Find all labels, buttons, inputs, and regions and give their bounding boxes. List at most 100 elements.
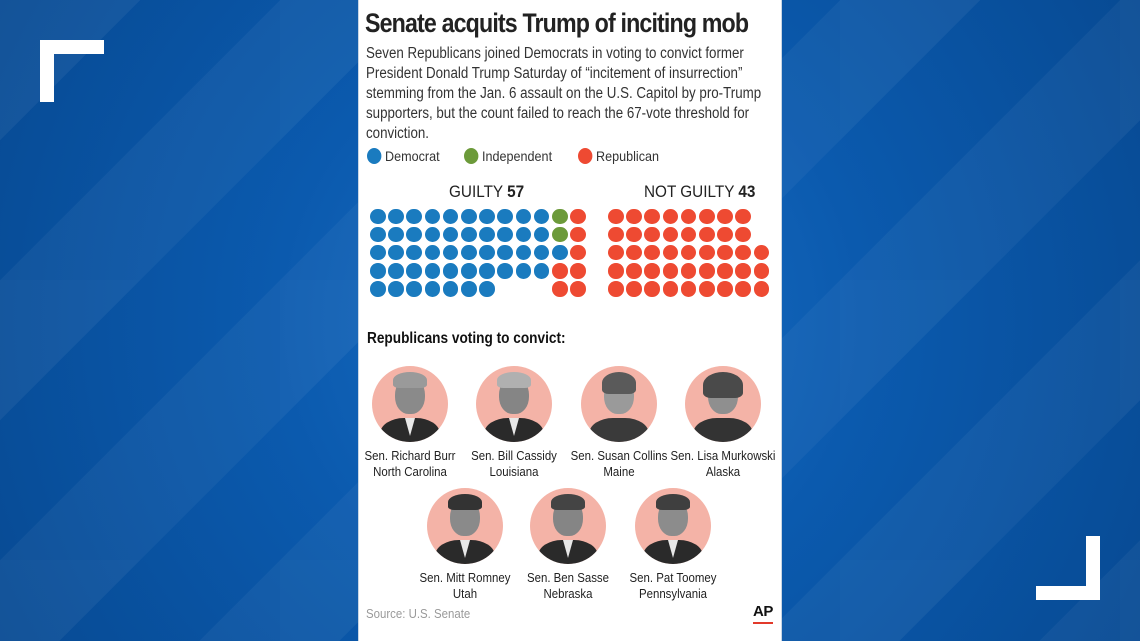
senator-card-romney: Sen. Mitt Romney Utah [405, 488, 525, 601]
republican-vote-dot [699, 226, 715, 243]
republican-vote-dot [753, 244, 770, 261]
republican-vote-dot [662, 281, 679, 297]
democrat-vote-dot [515, 244, 532, 261]
democrat-vote-dot [461, 281, 477, 297]
republican-vote-dot [626, 244, 642, 261]
republican-vote-dot [608, 263, 624, 279]
democrat-vote-dot [479, 244, 495, 261]
republican-vote-dot [680, 263, 697, 279]
republican-vote-dot [680, 244, 697, 261]
democrat-vote-dot [442, 281, 459, 297]
not-guilty-count: 43 [738, 182, 756, 201]
democrat-vote-dot [497, 263, 513, 279]
democrat-vote-dot [424, 281, 441, 297]
democrat-vote-dot [388, 226, 404, 243]
independent-vote-dot [552, 226, 568, 243]
democrat-vote-dot [552, 244, 568, 261]
ap-logo: AP [753, 603, 773, 620]
infographic-title: Senate acquits Trump of inciting mob [365, 8, 749, 38]
senator-card-sasse: Sen. Ben Sasse Nebraska [508, 488, 628, 601]
republican-vote-dot [644, 226, 660, 243]
senator-name: Sen. Mitt Romney [419, 570, 511, 585]
democrat-vote-dot [479, 281, 495, 297]
senator-name: Sen. Bill Cassidy [471, 448, 557, 463]
democrat-vote-dot [406, 226, 422, 243]
republican-vote-dot [680, 281, 697, 297]
republican-vote-dot [662, 263, 679, 279]
democrat-vote-dot [370, 208, 386, 224]
republican-vote-dot [699, 244, 715, 261]
republican-vote-dot [608, 244, 624, 261]
republican-vote-dot [644, 244, 660, 261]
portrait-murkowski [685, 366, 761, 442]
independent-vote-dot [552, 208, 568, 224]
democrat-vote-dot [497, 244, 513, 261]
democrat-vote-dot [370, 244, 386, 261]
infographic-subtitle: Seven Republicans joined Democrats in vo… [366, 45, 762, 142]
republican-vote-dot [699, 281, 715, 297]
republican-vote-dot [680, 208, 697, 224]
senator-state: Utah [452, 585, 478, 601]
republican-dot-icon [577, 148, 592, 164]
republican-vote-dot [717, 263, 733, 279]
section-heading: Republicans voting to convict: [367, 330, 566, 347]
not-guilty-label: NOT GUILTY 43 [644, 182, 755, 202]
senator-state: Pennsylvania [638, 585, 708, 601]
democrat-vote-dot [461, 208, 477, 224]
republican-vote-dot [735, 263, 751, 279]
democrat-dot-icon [367, 148, 382, 164]
senator-name: Sen. Richard Burr [364, 448, 456, 463]
republican-vote-dot [570, 208, 586, 224]
democrat-vote-dot [479, 208, 495, 224]
democrat-vote-dot [424, 244, 441, 261]
democrat-vote-dot [388, 208, 404, 224]
democrat-vote-dot [442, 226, 459, 243]
republican-vote-dot [608, 208, 624, 224]
portrait-cassidy [476, 366, 552, 442]
senator-name: Sen. Lisa Murkowski [670, 448, 776, 463]
republican-vote-dot [753, 281, 770, 297]
democrat-vote-dot [533, 244, 550, 261]
guilty-text: GUILTY [449, 182, 503, 201]
republican-vote-dot [735, 244, 751, 261]
republican-vote-dot [717, 281, 733, 297]
democrat-vote-dot [406, 208, 422, 224]
republican-vote-dot [662, 244, 679, 261]
democrat-vote-dot [442, 244, 459, 261]
democrat-vote-dot [370, 226, 386, 243]
senator-state: Maine [603, 463, 635, 479]
democrat-vote-dot [424, 226, 441, 243]
portrait-burr [372, 366, 448, 442]
democrat-vote-dot [533, 226, 550, 243]
senator-name: Sen. Pat Toomey [629, 570, 717, 585]
democrat-vote-dot [424, 263, 441, 279]
democrat-vote-dot [388, 281, 404, 297]
republican-vote-dot [735, 281, 751, 297]
republican-vote-dot [626, 226, 642, 243]
democrat-vote-dot [515, 263, 532, 279]
ap-logo-underline [753, 622, 773, 624]
republican-vote-dot [699, 208, 715, 224]
legend-label: Independent [481, 148, 552, 164]
democrat-vote-dot [533, 208, 550, 224]
democrat-vote-dot [442, 208, 459, 224]
democrat-vote-dot [370, 281, 386, 297]
senator-state: North Carolina [373, 463, 447, 479]
senator-state: Alaska [705, 463, 741, 479]
democrat-vote-dot [479, 226, 495, 243]
democrat-vote-dot [424, 208, 441, 224]
democrat-vote-dot [497, 226, 513, 243]
republican-vote-dot [717, 244, 733, 261]
democrat-vote-dot [515, 226, 532, 243]
republican-vote-dot [570, 281, 586, 297]
republican-vote-dot [608, 281, 624, 297]
democrat-vote-dot [461, 244, 477, 261]
republican-vote-dot [680, 226, 697, 243]
republican-vote-dot [644, 208, 660, 224]
legend-label: Democrat [385, 148, 440, 164]
democrat-vote-dot [497, 208, 513, 224]
senator-name: Sen. Ben Sasse [526, 570, 610, 585]
senator-state: Louisiana [489, 463, 539, 479]
portrait-romney [427, 488, 503, 564]
senator-card-murkowski: Sen. Lisa Murkowski Alaska [663, 366, 783, 479]
